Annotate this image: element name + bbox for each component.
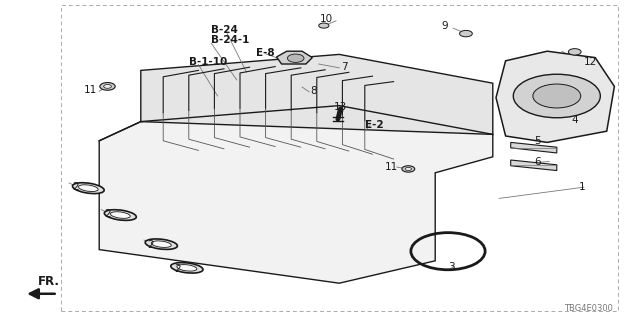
- Text: 12: 12: [584, 57, 596, 68]
- Text: 11: 11: [385, 162, 398, 172]
- Text: 4: 4: [572, 115, 578, 125]
- Ellipse shape: [111, 212, 130, 218]
- Circle shape: [568, 49, 581, 55]
- Ellipse shape: [79, 185, 98, 192]
- Polygon shape: [141, 54, 493, 134]
- Text: B-24-1: B-24-1: [211, 35, 250, 45]
- Text: 3: 3: [449, 262, 455, 272]
- Text: 2: 2: [104, 209, 111, 220]
- Ellipse shape: [151, 241, 172, 247]
- Ellipse shape: [177, 265, 197, 271]
- Circle shape: [100, 83, 115, 90]
- Text: B-1-10: B-1-10: [189, 57, 227, 68]
- Circle shape: [533, 84, 580, 108]
- Circle shape: [287, 54, 304, 62]
- Text: 8: 8: [310, 86, 317, 96]
- Ellipse shape: [72, 183, 104, 194]
- Circle shape: [405, 167, 412, 171]
- Text: 2: 2: [175, 264, 181, 274]
- Polygon shape: [511, 160, 557, 171]
- Text: TBG4E0300: TBG4E0300: [564, 304, 613, 313]
- Text: E-8: E-8: [256, 48, 275, 58]
- Text: 7: 7: [341, 62, 348, 72]
- Text: B-24: B-24: [211, 25, 238, 36]
- Circle shape: [402, 166, 415, 172]
- Circle shape: [319, 23, 329, 28]
- Bar: [61, 5, 618, 311]
- Text: E-2: E-2: [365, 120, 383, 130]
- Circle shape: [460, 30, 472, 37]
- Ellipse shape: [104, 210, 136, 220]
- Ellipse shape: [145, 239, 177, 249]
- Polygon shape: [496, 51, 614, 142]
- Text: 2: 2: [147, 240, 154, 250]
- Text: 2: 2: [72, 182, 79, 192]
- Text: 13: 13: [334, 102, 347, 112]
- Ellipse shape: [171, 263, 203, 273]
- Text: 9: 9: [442, 21, 448, 31]
- Circle shape: [513, 74, 600, 118]
- Polygon shape: [276, 51, 312, 64]
- Text: 5: 5: [534, 136, 541, 146]
- Text: 11: 11: [84, 85, 97, 95]
- Circle shape: [104, 84, 111, 88]
- Text: FR.: FR.: [38, 275, 60, 288]
- Polygon shape: [511, 142, 557, 153]
- Text: 10: 10: [320, 14, 333, 24]
- Text: 6: 6: [534, 156, 541, 167]
- Polygon shape: [99, 106, 493, 283]
- Text: 1: 1: [579, 182, 586, 192]
